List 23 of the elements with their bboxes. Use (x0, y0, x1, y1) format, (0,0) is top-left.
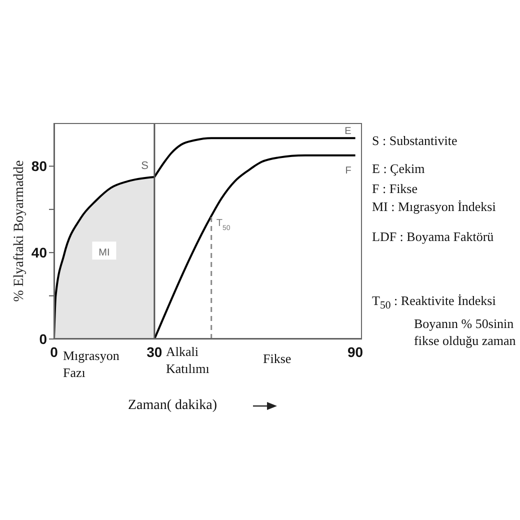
x-tick-label: 30 (146, 344, 162, 360)
y-tick-label: 40 (31, 244, 48, 261)
y-tick-label: 0 (39, 330, 48, 347)
text: Mıgrasyon Fazı (63, 348, 120, 380)
x-axis-title: Zaman( dakika) (128, 398, 218, 414)
text: F : Fikse (372, 180, 419, 197)
text: MI : Mıgrasyon İndeksi (372, 198, 497, 215)
annotation: S (141, 160, 148, 172)
ref-line-label: T$_{50}$ (216, 218, 230, 232)
text: Fikse (263, 350, 292, 367)
y-axis-title: % Elyaftaki Boyarmadde (12, 160, 27, 302)
x-tick-label: 0 (50, 344, 58, 360)
line-series (153, 154, 356, 339)
annotation: MI (98, 248, 110, 259)
y-tick-label: 80 (31, 158, 48, 174)
series-label: E (344, 126, 352, 138)
text: E : Çekim (372, 160, 426, 177)
series-label: F (345, 165, 352, 176)
text: Alkali Katılımı (166, 343, 210, 377)
x-tick-label: 90 (348, 344, 364, 360)
text: T$_{50}$ : Reaktivite İndeksi Boyanın % 50sinin fikse olduğu zaman (372, 292, 517, 349)
text: LDF : Boyama Faktörü (372, 228, 495, 245)
text: S : Substantivite (372, 132, 458, 149)
